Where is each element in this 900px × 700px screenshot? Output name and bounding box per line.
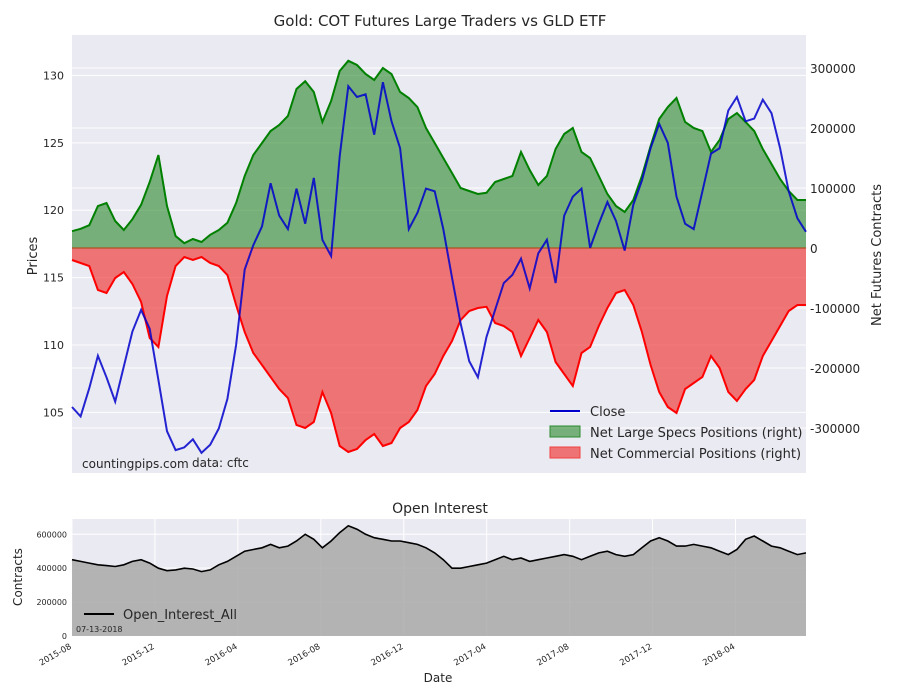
- date-tick: 2017-12: [618, 642, 654, 668]
- price-tick: 110: [43, 339, 64, 352]
- close-line: [71, 81, 807, 455]
- date-tick: 2015-08: [38, 642, 74, 668]
- date-tick: 2018-04: [701, 642, 737, 668]
- legend-specs-swatch: [549, 425, 581, 438]
- open-interest-tick-labels: 0 200000 400000 600000: [36, 530, 67, 641]
- price-tick: 125: [43, 137, 64, 150]
- watermark: countingpips.com: [82, 457, 189, 471]
- oi-tick: 600000: [36, 530, 67, 539]
- price-tick: 105: [43, 406, 64, 419]
- commercial-area: [72, 248, 806, 452]
- specs-line: [71, 59, 806, 245]
- oi-tick: 0: [62, 632, 67, 641]
- contracts-axis-label: Net Futures Contracts: [870, 184, 885, 326]
- report-date: 07-13-2018: [76, 625, 123, 634]
- price-tick-labels: 105 110 115 120 125 130: [43, 69, 64, 419]
- legend-specs-label: Net Large Specs Positions (right): [590, 426, 802, 441]
- contracts-tick-labels: -300000 -200000 -100000 0 100000 200000 300000: [810, 62, 860, 436]
- date-tick: 2016-04: [204, 642, 240, 668]
- date-tick-labels: 2015-08 2015-12 2016-04 2016-08 2016-12 2017-…: [38, 642, 737, 668]
- date-tick: 2015-12: [121, 642, 157, 668]
- price-legend: Close Net Large Specs Positions (right) …: [549, 405, 802, 462]
- legend-commercial-swatch: [549, 446, 581, 459]
- date-tick: 2016-12: [369, 642, 405, 668]
- open-interest-area: [72, 525, 806, 636]
- contracts-tick: 100000: [810, 182, 856, 196]
- date-tick: 2017-08: [535, 642, 571, 668]
- oi-tick: 200000: [36, 598, 67, 607]
- price-axis-label: Prices: [26, 237, 41, 276]
- contracts-tick: 300000: [810, 62, 856, 76]
- price-tick: 115: [43, 272, 64, 285]
- data-source: data: cftc: [192, 456, 249, 470]
- legend-close-label: Close: [590, 405, 625, 420]
- price-tick: 130: [43, 69, 64, 82]
- contracts-label: Contracts: [11, 548, 25, 606]
- open-interest-legend: Open_Interest_All: [84, 608, 237, 623]
- contracts-tick: 200000: [810, 122, 856, 136]
- contracts-tick: -200000: [810, 362, 860, 376]
- open-interest-line: [71, 524, 807, 573]
- date-tick: 2017-04: [452, 642, 488, 668]
- oi-tick: 400000: [36, 564, 67, 573]
- specs-area: [72, 60, 806, 248]
- contracts-tick: 0: [810, 242, 818, 256]
- legend-open-interest-label: Open_Interest_All: [123, 608, 237, 623]
- contracts-tick: -300000: [810, 422, 860, 436]
- open-interest-title: Open Interest: [392, 501, 488, 517]
- chart-title: Gold: COT Futures Large Traders vs GLD E…: [274, 12, 607, 30]
- date-tick: 2016-08: [287, 642, 323, 668]
- price-tick: 120: [43, 204, 64, 217]
- date-axis-label: Date: [424, 671, 453, 685]
- legend-commercial-label: Net Commercial Positions (right): [590, 447, 801, 462]
- contracts-tick: -100000: [810, 302, 860, 316]
- commercial-line: [71, 255, 806, 454]
